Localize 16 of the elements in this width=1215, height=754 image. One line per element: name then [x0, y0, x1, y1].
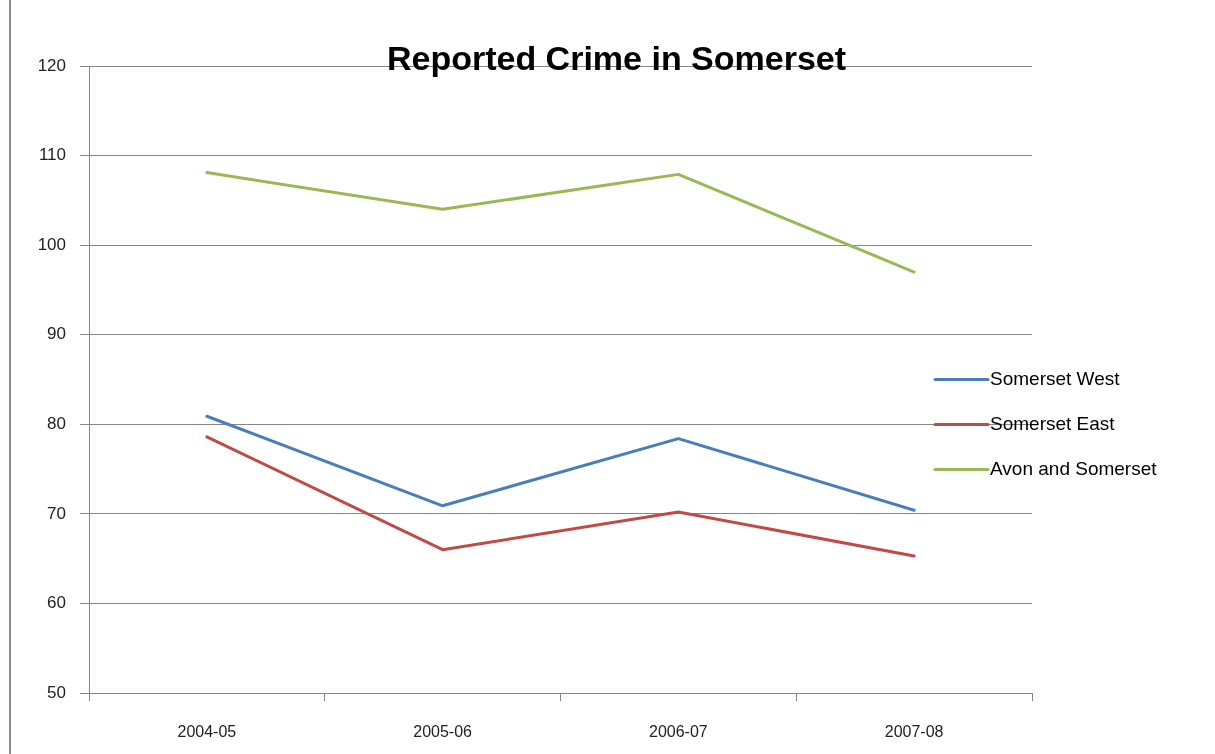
legend-label: Somerset West	[990, 367, 1121, 389]
y-tick-label: 50	[47, 682, 66, 702]
x-tick-label: 2005-06	[413, 723, 473, 741]
y-tick-label: 100	[37, 234, 66, 254]
legend-label: Somerset East	[990, 412, 1116, 434]
x-tick-label: 2007-08	[884, 723, 944, 741]
y-tick-label: 90	[47, 324, 66, 344]
y-tick-label: 60	[47, 593, 66, 613]
y-tick-label: 110	[38, 145, 66, 165]
chart-title: Reported Crime in Somerset	[386, 39, 847, 77]
x-tick-label: 2004-05	[177, 723, 237, 741]
y-tick-label: 70	[47, 503, 66, 523]
x-tick-label: 2006-07	[649, 723, 708, 741]
y-tick-label: 80	[47, 413, 66, 433]
legend-label: Avon and Somerset	[990, 457, 1158, 479]
y-tick-label: 120	[37, 55, 66, 75]
